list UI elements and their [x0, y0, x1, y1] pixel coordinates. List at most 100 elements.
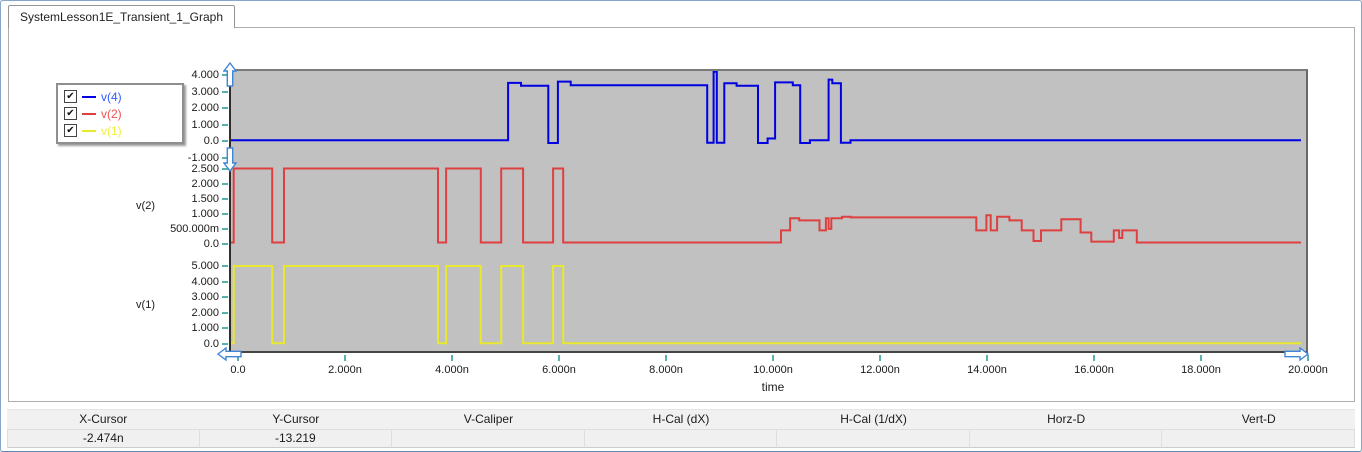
y-tick-label: 4.000 [191, 275, 219, 288]
waveform-canvas [231, 71, 1301, 345]
readout-value-y-cursor: -13.219 [198, 429, 393, 448]
y-tick-label: 0.0 [203, 135, 219, 147]
y-tick-mark [222, 227, 228, 230]
legend-label-v1: v(1) [101, 123, 122, 138]
x-tick-label: 8.000n [649, 364, 683, 376]
plot-area[interactable] [229, 69, 1308, 353]
y-tick-label: 2.000 [191, 102, 219, 114]
axis-name-v2: v(2) [136, 200, 155, 213]
y-tick-label: 3.000 [191, 291, 219, 304]
readout-header-row: X-Cursor Y-Cursor V-Caliper H-Cal (dX) H-Cal… [7, 409, 1355, 429]
y-tick-mark [222, 280, 228, 283]
readout-header-h-cal-1-dx-: H-Cal (1/dX) [840, 412, 907, 426]
legend-line-sample-v4 [82, 95, 96, 98]
x-tick-mark [237, 355, 239, 361]
cursor-right-arrow-icon[interactable] [1284, 347, 1309, 361]
checkbox-v4[interactable]: ✔ [64, 90, 77, 103]
x-tick-mark [1307, 355, 1309, 361]
x-tick-mark [451, 355, 453, 361]
y-tick-mark [222, 311, 228, 314]
readout-header-y-cursor: Y-Cursor [272, 412, 320, 426]
graph-panel: ✔ v(4) ✔ v(2) ✔ v(1) 4.000 3.000 2.000 1.00… [8, 27, 1355, 402]
y-tick-mark [222, 123, 228, 126]
trace-v2 [231, 167, 1301, 244]
readout-value-row: -2.474n -13.219 [7, 429, 1355, 448]
y-tick-mark [222, 140, 228, 142]
checkbox-v1[interactable]: ✔ [64, 124, 77, 137]
y-tick-label: 0.0 [203, 238, 219, 250]
y-tick-label: 2.500 [191, 162, 219, 175]
x-tick-mark [1093, 355, 1095, 361]
x-tick-label: 20.000n [1288, 364, 1328, 376]
readout-value-h-cal-dx- [583, 429, 778, 448]
readout-value-vert-d [1161, 429, 1355, 448]
y-tick-label: -1.000 [187, 151, 219, 164]
readout-header-vert-d: Vert-D [1241, 412, 1276, 426]
cursor-up-arrow-icon[interactable] [223, 62, 237, 87]
x-tick-label: 0.0 [230, 364, 246, 376]
readout-header-v-caliper: V-Caliper [463, 412, 514, 426]
y-tick-mark [222, 167, 228, 170]
y-tick-label: 1.000 [191, 207, 219, 220]
readout-header-x-cursor: X-Cursor [79, 412, 128, 426]
x-tick-mark [879, 355, 881, 361]
y-tick-label: 2.000 [191, 306, 219, 319]
y-tick-mark [222, 90, 228, 93]
x-axis-title: time [761, 380, 785, 394]
x-tick-label: 14.000n [967, 364, 1007, 376]
y-tick-mark [222, 243, 228, 245]
y-tick-mark [222, 182, 228, 185]
trace-v4 [231, 71, 1301, 144]
y-tick-mark [222, 343, 228, 345]
legend-item-v1: ✔ v(1) [64, 122, 176, 139]
y-tick-label: 5.000 [191, 260, 219, 272]
cursor-down-arrow-icon[interactable] [223, 147, 237, 172]
x-tick-mark [558, 355, 560, 361]
y-tick-label: 1.000 [191, 322, 219, 335]
x-tick-mark [986, 355, 988, 361]
x-tick-label: 12.000n [860, 364, 900, 376]
y-tick-mark [222, 265, 228, 267]
x-tick-mark [772, 355, 774, 361]
legend-line-sample-v1 [82, 129, 96, 132]
x-tick-mark [665, 355, 667, 361]
x-tick-label: 2.000n [328, 364, 362, 376]
y-tick-mark [222, 74, 228, 76]
legend-label-v2: v(2) [101, 106, 122, 121]
x-tick-label: 18.000n [1181, 364, 1221, 376]
trace-v1 [231, 265, 1301, 345]
axis-name-v1: v(1) [136, 299, 155, 311]
x-tick-label: 16.000n [1074, 364, 1114, 376]
y-tick-label: 1.000 [191, 118, 219, 131]
y-tick-label: 2.000 [191, 177, 219, 190]
legend-line-sample-v2 [82, 112, 96, 115]
y-tick-mark [222, 327, 228, 330]
y-tick-label: 4.000 [191, 69, 219, 81]
readout-value-x-cursor: -2.474n [7, 429, 200, 448]
y-tick-mark [222, 107, 228, 109]
y-tick-mark [222, 296, 228, 299]
cursor-left-arrow-icon[interactable] [217, 347, 242, 361]
y-tick-mark [222, 197, 228, 200]
readout-header-h-cal-dx-: H-Cal (dX) [652, 412, 710, 426]
y-tick-mark [222, 212, 228, 215]
y-tick-label: 1.500 [191, 192, 219, 205]
y-tick-label: 0.0 [203, 338, 219, 350]
y-tick-label: 500.000m [170, 222, 219, 235]
trace-legend[interactable]: ✔ v(4) ✔ v(2) ✔ v(1) [56, 83, 184, 144]
checkbox-v2[interactable]: ✔ [64, 107, 77, 120]
legend-item-v2: ✔ v(2) [64, 105, 176, 122]
legend-label-v4: v(4) [101, 89, 122, 104]
tab-label: SystemLesson1E_Transient_1_Graph [20, 10, 224, 24]
readout-value-horz-d [968, 429, 1163, 448]
y-tick-mark [222, 156, 228, 159]
legend-item-v4: ✔ v(4) [64, 88, 176, 105]
tab-transient-graph[interactable]: SystemLesson1E_Transient_1_Graph [8, 5, 236, 28]
x-tick-label: 10.000n [753, 364, 793, 376]
measurement-readout-bar: X-Cursor Y-Cursor V-Caliper H-Cal (dX) H-Cal… [7, 409, 1355, 448]
x-tick-mark [344, 355, 346, 361]
x-tick-label: 6.000n [542, 364, 576, 376]
y-tick-label: 3.000 [191, 85, 219, 98]
readout-value-v-caliper [391, 429, 585, 448]
